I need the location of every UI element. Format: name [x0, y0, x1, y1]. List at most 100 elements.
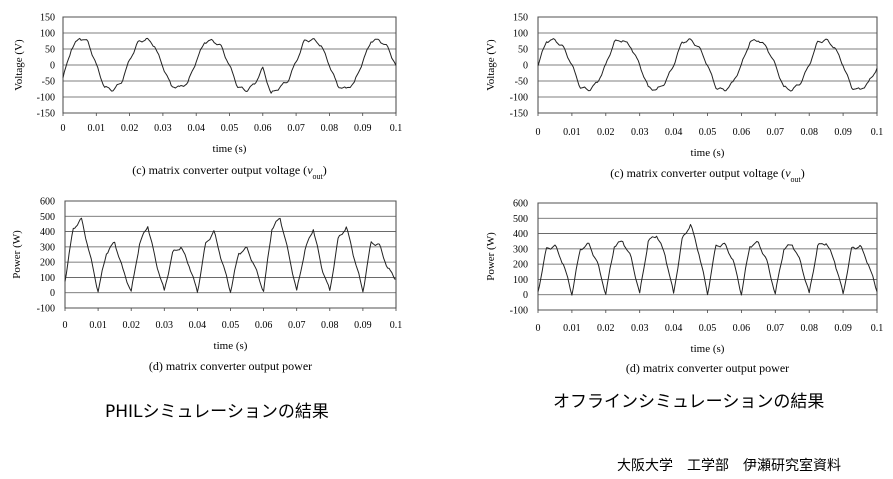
offline-result-caption: オフラインシミュレーションの結果 — [553, 392, 825, 412]
phil-power-y-axis-label: Power (W) — [11, 230, 23, 279]
offline-power-x-tick-label: 0.01 — [563, 323, 581, 334]
offline-power-y-tick-label: -100 — [510, 306, 528, 317]
offline-voltage-y-tick-label: 150 — [513, 13, 528, 24]
phil-voltage-x-tick-label: 0.04 — [187, 123, 205, 134]
offline-power-x-tick-label: 0.03 — [631, 323, 649, 334]
phil-power-x-tick-label: 0.07 — [288, 320, 306, 331]
phil-voltage-y-tick-label: -150 — [37, 109, 55, 120]
phil-voltage-x-tick-label: 0.09 — [354, 123, 372, 134]
offline-power-x-tick-label: 0.06 — [733, 323, 751, 334]
phil-voltage-y-tick-label: -50 — [42, 77, 55, 88]
offline-power-y-tick-label: 300 — [513, 244, 528, 255]
phil-voltage-y-tick-label: 100 — [40, 29, 55, 40]
offline-power-y-tick-label: 600 — [513, 199, 528, 210]
offline-voltage-x-tick-label: 0.02 — [597, 127, 615, 138]
offline-voltage-x-tick-label: 0.1 — [871, 127, 884, 138]
offline-power-x-tick-label: 0.1 — [871, 323, 884, 334]
phil-voltage-x-tick-label: 0.08 — [321, 123, 339, 134]
offline-voltage-x-tick-label: 0.08 — [800, 127, 818, 138]
offline-power-y-tick-label: 100 — [513, 275, 528, 286]
phil-voltage-caption-part: ) — [323, 163, 327, 177]
phil-voltage-figure-caption: (c) matrix converter output voltage (vou… — [132, 163, 327, 181]
offline-voltage-x-axis-label: time (s) — [691, 147, 725, 159]
offline-voltage-x-tick-label: 0.09 — [834, 127, 852, 138]
offline-power-y-tick-label: 0 — [523, 290, 528, 301]
phil-power-y-tick-label: 300 — [40, 242, 55, 253]
offline-voltage-x-tick-label: 0 — [536, 127, 541, 138]
phil-power-x-tick-label: 0 — [63, 320, 68, 331]
offline-power-x-tick-label: 0.07 — [767, 323, 785, 334]
phil-power-x-tick-label: 0.04 — [189, 320, 207, 331]
offline-voltage-x-tick-label: 0.03 — [631, 127, 649, 138]
offline-power-x-tick-label: 0.02 — [597, 323, 615, 334]
source-credit: 大阪大学 工学部 伊瀬研究室資料 — [617, 458, 841, 474]
offline-voltage-x-tick-label: 0.04 — [665, 127, 683, 138]
offline-power-series-line — [537, 224, 878, 296]
phil-voltage-x-tick-label: 0.1 — [390, 123, 403, 134]
offline-power-x-tick-label: 0 — [536, 323, 541, 334]
phil-voltage-y-tick-label: 150 — [40, 13, 55, 24]
phil-voltage-y-tick-label: -100 — [37, 93, 55, 104]
offline-voltage-figure-caption: (c) matrix converter output voltage (vou… — [610, 166, 805, 184]
phil-power-x-tick-label: 0.1 — [390, 320, 403, 331]
offline-power-figure-caption: (d) matrix converter output power — [626, 361, 789, 375]
offline-voltage-x-tick-label: 0.07 — [767, 127, 785, 138]
phil-power-x-tick-label: 0.05 — [222, 320, 240, 331]
phil-voltage-x-tick-label: 0.07 — [287, 123, 305, 134]
phil-voltage-x-tick-label: 0.05 — [221, 123, 239, 134]
phil-power-y-tick-label: 500 — [40, 212, 55, 223]
offline-voltage-caption-part: v — [785, 166, 791, 180]
offline-voltage-x-tick-label: 0.01 — [563, 127, 581, 138]
offline-voltage-series-line — [537, 38, 878, 92]
offline-voltage-caption-part: (c) matrix converter output voltage ( — [610, 166, 785, 180]
phil-voltage-x-tick-label: 0.03 — [154, 123, 172, 134]
phil-power-x-tick-label: 0.09 — [354, 320, 372, 331]
phil-power-y-tick-label: 100 — [40, 273, 55, 284]
offline-voltage-y-tick-label: 50 — [518, 45, 528, 56]
phil-voltage-x-tick-label: 0.02 — [121, 123, 139, 134]
phil-power-x-tick-label: 0.01 — [89, 320, 107, 331]
offline-power-y-axis-label: Power (W) — [485, 232, 497, 281]
offline-power-x-tick-label: 0.05 — [699, 323, 717, 334]
phil-voltage-y-axis-label: Voltage (V) — [13, 39, 25, 91]
phil-power-x-tick-label: 0.08 — [321, 320, 339, 331]
offline-voltage-y-tick-label: 100 — [513, 29, 528, 40]
phil-power-x-tick-label: 0.02 — [122, 320, 140, 331]
phil-voltage-caption-part: v — [307, 163, 313, 177]
phil-voltage-caption-part: (c) matrix converter output voltage ( — [132, 163, 307, 177]
phil-voltage-series-line — [62, 37, 397, 94]
phil-power-figure-caption: (d) matrix converter output power — [149, 359, 312, 373]
offline-power-y-tick-label: 200 — [513, 260, 528, 271]
phil-power-x-tick-label: 0.03 — [156, 320, 174, 331]
offline-voltage-x-tick-label: 0.05 — [699, 127, 717, 138]
phil-power-y-tick-label: 0 — [50, 288, 55, 299]
offline-voltage-y-tick-label: -100 — [510, 93, 528, 104]
phil-voltage-y-tick-label: 0 — [50, 61, 55, 72]
phil-power-series-line — [64, 217, 396, 293]
phil-voltage-x-tick-label: 0.01 — [88, 123, 106, 134]
phil-power-x-axis-label: time (s) — [214, 340, 248, 352]
offline-voltage-x-tick-label: 0.06 — [733, 127, 751, 138]
offline-voltage-y-tick-label: 0 — [523, 61, 528, 72]
phil-voltage-x-axis-label: time (s) — [213, 143, 247, 155]
offline-voltage-caption-part: out — [791, 175, 802, 184]
phil-power-caption-part: (d) matrix converter output power — [149, 359, 312, 373]
offline-power-caption-part: (d) matrix converter output power — [626, 361, 789, 375]
offline-power-y-tick-label: 500 — [513, 214, 528, 225]
phil-voltage-caption-part: out — [313, 172, 324, 181]
phil-power-y-tick-label: 400 — [40, 227, 55, 238]
offline-power-y-tick-label: 400 — [513, 229, 528, 240]
offline-voltage-y-tick-label: -150 — [510, 109, 528, 120]
offline-voltage-y-axis-label: Voltage (V) — [485, 39, 497, 91]
phil-power-y-tick-label: 200 — [40, 258, 55, 269]
offline-power-x-axis-label: time (s) — [691, 343, 725, 355]
phil-power-x-tick-label: 0.06 — [255, 320, 273, 331]
phil-power-y-tick-label: -100 — [37, 304, 55, 315]
offline-voltage-caption-part: ) — [801, 166, 805, 180]
phil-voltage-x-tick-label: 0.06 — [254, 123, 272, 134]
phil-result-caption: PHILシミュレーションの結果 — [105, 402, 329, 422]
phil-power-y-tick-label: 600 — [40, 197, 55, 208]
offline-power-x-tick-label: 0.04 — [665, 323, 683, 334]
offline-voltage-y-tick-label: -50 — [515, 77, 528, 88]
